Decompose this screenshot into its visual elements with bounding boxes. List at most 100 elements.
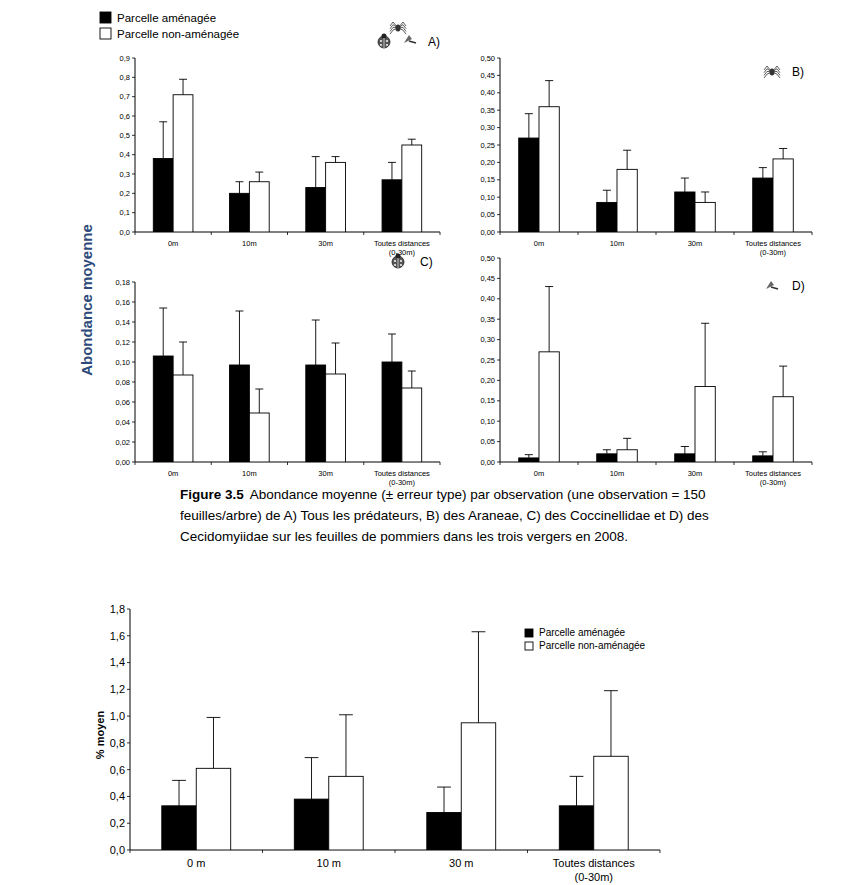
y-tick [497,462,500,463]
error-cap [525,113,533,114]
error-stem [783,148,784,158]
y-tick-label: 0,45 [480,71,495,80]
caption-text: Abondance moyenne (± erreur type) par ob… [250,487,706,502]
bar [173,375,193,462]
panel-title: B) [792,65,804,79]
error-cap [172,780,186,781]
y-tick-label: 0,9 [120,54,130,63]
bar [559,806,593,850]
x-tick-label-line: Toutes distances [553,857,635,869]
legend: Parcelle aménagéeParcelle non-aménagée [525,627,646,651]
x-tick-label: Toutes distances(0-30m) [553,857,635,883]
icon-dot [386,40,388,42]
marks [162,632,628,850]
y-tick [497,127,500,128]
y-tick-label: 0,45 [480,274,495,283]
y-tick-label: 1,2 [110,683,125,695]
y-tick [132,193,135,194]
legend-swatch [525,642,533,650]
y-tick [127,716,130,717]
error-stem [762,452,763,456]
icon-dot [380,44,382,46]
error-stem [528,114,529,138]
y-tick [497,232,500,233]
error-bar [159,308,167,356]
icon-spider [764,66,780,78]
error-bar [388,162,396,179]
bar [519,458,539,462]
y-tick [132,282,135,283]
icon-midge [404,35,416,43]
y-tick [497,339,500,340]
error-bar [172,780,186,805]
x-tick-label-line: (0-30m) [760,248,787,257]
x-tick-label: 10m [242,239,257,248]
error-cap [779,366,787,367]
error-cap [570,776,584,777]
error-stem [549,81,550,107]
y-tick-label: 1,6 [110,630,125,642]
error-stem [705,323,706,386]
marks [153,308,421,462]
y-tick-label: 0,2 [120,189,130,198]
icon-head [396,254,401,259]
error-bar [545,81,553,107]
error-cap [255,172,263,173]
error-cap [339,714,353,715]
bar [695,202,715,232]
y-tick-label: 0,2 [110,817,125,829]
y-tick [132,58,135,59]
y-tick [497,110,500,111]
x-tick [734,462,735,465]
error-bar [525,455,533,458]
bar [519,138,539,232]
error-bar [179,342,187,375]
error-stem [335,157,336,163]
error-stem [163,122,164,159]
bar [249,182,269,232]
error-bar [570,776,584,805]
bar [617,450,637,462]
legend-swatch [100,12,111,23]
y-tick [132,135,135,136]
error-bar [604,691,618,757]
y-tick-label: 0,05 [480,437,495,446]
y-tick-label: 0,0 [110,844,125,856]
y-tick-label: 0,8 [110,737,125,749]
error-stem [183,79,184,94]
error-cap [332,343,340,344]
error-cap [603,190,611,191]
x-tick-label: 10m [610,239,625,248]
error-bar [701,323,709,386]
x-tick-label-line: 0m [534,469,544,478]
y-tick-label: 0,08 [115,378,130,387]
icon-lady [378,34,390,49]
x-tick [500,232,501,235]
error-bar [312,157,320,188]
error-stem [163,308,164,356]
error-bar [545,287,553,352]
y-axis [135,58,136,232]
bar [402,145,422,232]
error-bar [759,452,767,456]
x-tick-label-line: 0 m [187,857,205,869]
error-stem [345,715,346,777]
x-tick [262,850,263,853]
x-tick-label: 30m [318,239,333,248]
y-tick-label: 0,10 [480,417,495,426]
y-tick-label: 0,50 [480,54,495,63]
y-tick-label: 0,16 [115,298,130,307]
marks [519,287,794,462]
panel: 0,00,20,40,60,81,01,21,41,61,80 m10 m30 … [94,603,660,883]
y-tick-label: 0,15 [480,396,495,405]
error-bar [623,438,631,449]
bar [306,188,326,232]
y-tick [132,422,135,423]
error-cap [159,121,167,122]
x-tick-label: 30m [688,239,703,248]
error-stem [179,780,180,805]
error-stem [391,334,392,362]
error-bar [332,157,340,163]
bar [402,388,422,462]
error-cap [779,148,787,149]
